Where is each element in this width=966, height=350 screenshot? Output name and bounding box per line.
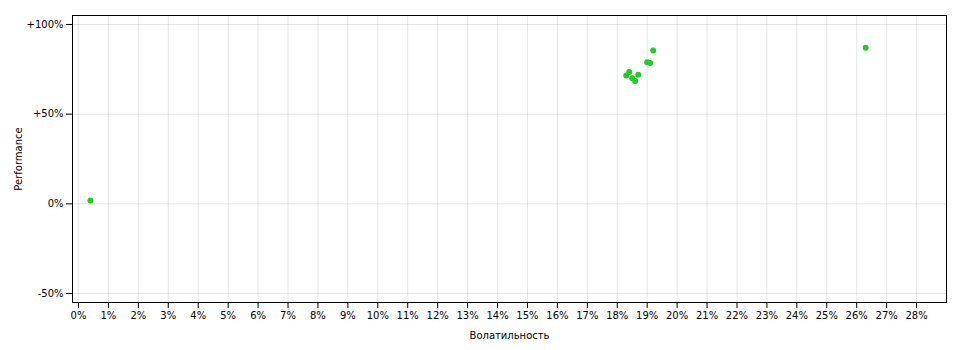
svg-text:9%: 9% (340, 310, 356, 321)
svg-text:20%: 20% (666, 310, 688, 321)
svg-text:0%: 0% (48, 198, 64, 209)
svg-text:4%: 4% (190, 310, 206, 321)
svg-text:0%: 0% (71, 310, 87, 321)
svg-text:23%: 23% (756, 310, 778, 321)
svg-text:Волатильность: Волатильность (470, 330, 550, 341)
svg-text:19%: 19% (636, 310, 658, 321)
svg-text:15%: 15% (516, 310, 538, 321)
svg-text:+100%: +100% (27, 19, 64, 30)
svg-text:21%: 21% (696, 310, 718, 321)
svg-text:28%: 28% (905, 310, 927, 321)
svg-text:+50%: +50% (33, 108, 64, 119)
svg-text:Performance: Performance (13, 127, 24, 190)
svg-text:14%: 14% (486, 310, 508, 321)
svg-text:25%: 25% (816, 310, 838, 321)
svg-text:26%: 26% (846, 310, 868, 321)
svg-text:12%: 12% (427, 310, 449, 321)
svg-text:27%: 27% (876, 310, 898, 321)
svg-text:24%: 24% (786, 310, 808, 321)
svg-text:22%: 22% (726, 310, 748, 321)
svg-text:-50%: -50% (38, 288, 64, 299)
svg-text:18%: 18% (606, 310, 628, 321)
svg-text:10%: 10% (367, 310, 389, 321)
svg-text:17%: 17% (576, 310, 598, 321)
svg-text:13%: 13% (456, 310, 478, 321)
svg-text:2%: 2% (130, 310, 146, 321)
svg-text:3%: 3% (160, 310, 176, 321)
svg-text:8%: 8% (310, 310, 326, 321)
svg-text:5%: 5% (220, 310, 236, 321)
svg-text:16%: 16% (546, 310, 568, 321)
svg-text:6%: 6% (250, 310, 266, 321)
svg-text:1%: 1% (100, 310, 116, 321)
svg-text:11%: 11% (397, 310, 419, 321)
svg-text:7%: 7% (280, 310, 296, 321)
